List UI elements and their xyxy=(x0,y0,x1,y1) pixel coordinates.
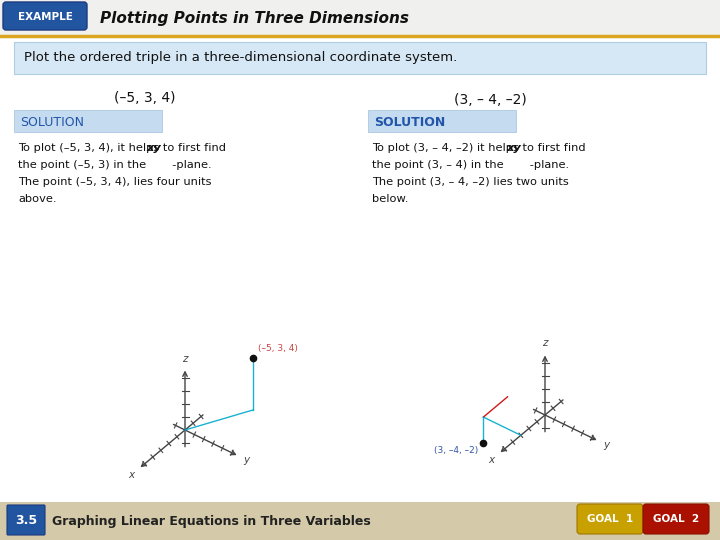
FancyBboxPatch shape xyxy=(643,504,709,534)
Text: (3, –4, –2): (3, –4, –2) xyxy=(434,446,478,455)
FancyBboxPatch shape xyxy=(0,0,720,36)
Text: (–5, 3, 4): (–5, 3, 4) xyxy=(258,344,298,353)
Text: (3, – 4, –2): (3, – 4, –2) xyxy=(454,93,526,107)
Text: z: z xyxy=(182,354,188,363)
FancyBboxPatch shape xyxy=(14,110,162,132)
Text: EXAMPLE: EXAMPLE xyxy=(17,12,73,22)
FancyBboxPatch shape xyxy=(368,110,516,132)
Text: xy: xy xyxy=(506,143,521,153)
Text: the point (3, – 4) in the           -plane.: the point (3, – 4) in the -plane. xyxy=(372,160,569,170)
Text: z: z xyxy=(542,339,548,348)
Text: To plot (–5, 3, 4), it helps to first find: To plot (–5, 3, 4), it helps to first fi… xyxy=(18,143,226,153)
Text: The point (–5, 3, 4), lies four units: The point (–5, 3, 4), lies four units xyxy=(18,177,212,187)
Text: x: x xyxy=(489,455,495,464)
Text: Graphing Linear Equations in Three Variables: Graphing Linear Equations in Three Varia… xyxy=(52,515,371,528)
Text: To plot (3, – 4, –2) it helps to first find: To plot (3, – 4, –2) it helps to first f… xyxy=(372,143,585,153)
Text: below.: below. xyxy=(372,194,408,204)
Text: GOAL  2: GOAL 2 xyxy=(653,514,699,524)
Text: x: x xyxy=(129,470,135,480)
Text: y: y xyxy=(603,440,609,450)
Text: The point (3, – 4, –2) lies two units: The point (3, – 4, –2) lies two units xyxy=(372,177,569,187)
Text: SOLUTION: SOLUTION xyxy=(20,116,84,129)
FancyBboxPatch shape xyxy=(3,2,87,30)
FancyBboxPatch shape xyxy=(0,74,720,504)
FancyBboxPatch shape xyxy=(577,504,643,534)
Text: above.: above. xyxy=(18,194,56,204)
Text: SOLUTION: SOLUTION xyxy=(374,116,445,129)
Text: Plotting Points in Three Dimensions: Plotting Points in Three Dimensions xyxy=(100,10,409,25)
Text: GOAL  1: GOAL 1 xyxy=(587,514,633,524)
Text: y: y xyxy=(243,455,249,464)
Text: Plot the ordered triple in a three-dimensional coordinate system.: Plot the ordered triple in a three-dimen… xyxy=(24,51,457,64)
Text: the point (–5, 3) in the           -plane.: the point (–5, 3) in the -plane. xyxy=(18,160,212,170)
FancyBboxPatch shape xyxy=(14,42,706,74)
FancyBboxPatch shape xyxy=(0,502,720,540)
Text: xy: xy xyxy=(146,143,161,153)
FancyBboxPatch shape xyxy=(7,505,45,535)
Text: 3.5: 3.5 xyxy=(15,515,37,528)
Text: (–5, 3, 4): (–5, 3, 4) xyxy=(114,91,176,105)
